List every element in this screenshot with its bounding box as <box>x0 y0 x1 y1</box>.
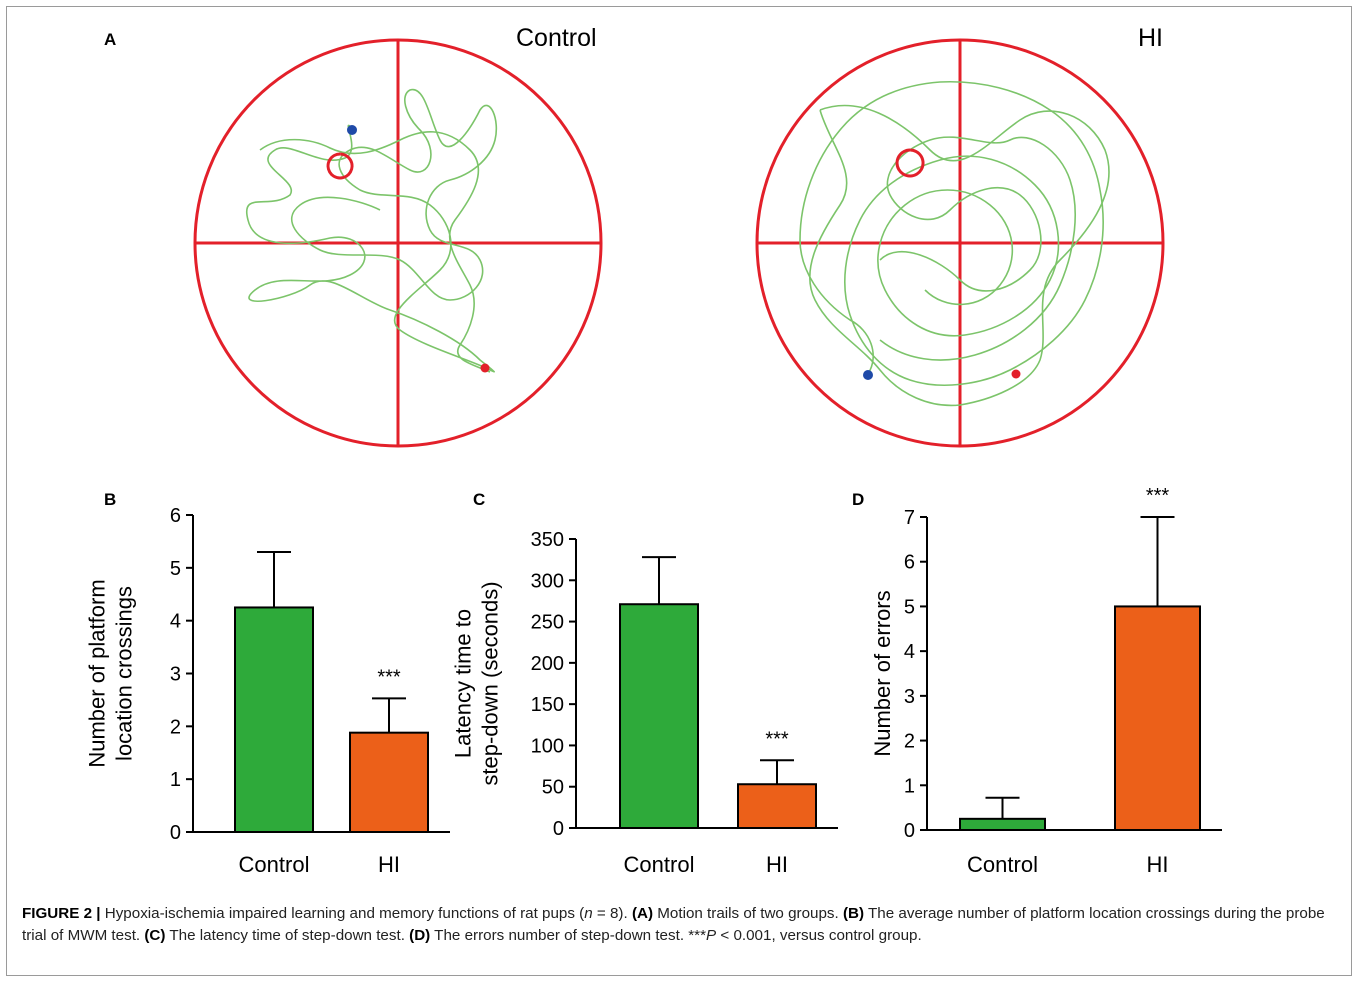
caption-n: n <box>584 905 593 922</box>
caption-b-text: The average number of platform location … <box>22 905 1325 944</box>
category-label: HI <box>1147 852 1169 877</box>
panel-letter-c: C <box>473 490 486 509</box>
caption-b-label: (B) <box>842 905 865 922</box>
y-tick-label: 300 <box>531 570 564 592</box>
chart-d: 0 1 2 3 4 5 6 7 Control HI *** Number of errors <box>870 485 1222 877</box>
control-start-dot <box>347 125 357 135</box>
category-label: Control <box>239 852 310 877</box>
caption-a-text: Motion trails of two groups. <box>653 905 843 922</box>
y-axis-label: step-down (seconds) <box>478 581 503 785</box>
y-tick-label: 6 <box>904 552 915 574</box>
caption-d-label: (D) <box>409 927 431 944</box>
y-tick-label: 0 <box>904 820 915 842</box>
panel-letter-b: B <box>104 490 117 509</box>
caption-p-text: < 0.001, versus control group. <box>716 927 922 944</box>
y-tick-label: 100 <box>531 735 564 757</box>
category-label: HI <box>378 852 400 877</box>
significance-label: *** <box>1146 485 1170 507</box>
y-tick-label: 1 <box>170 769 181 791</box>
category-label: Control <box>624 852 695 877</box>
hi-start-dot <box>863 370 873 380</box>
y-tick-label: 3 <box>170 664 181 686</box>
bar-hi <box>737 783 817 830</box>
panel-letter-a: A <box>104 30 117 49</box>
hi-trail-2 <box>809 104 1110 407</box>
caption-c-label: (C) <box>144 927 166 944</box>
hi-end-dot <box>1011 369 1021 379</box>
bar-hi <box>1114 605 1201 831</box>
category-label: Control <box>967 852 1038 877</box>
control-end-dot <box>480 363 490 373</box>
bar-hi <box>349 731 429 834</box>
caption-text-1: Hypoxia-ischemia impaired learning and m… <box>104 905 585 922</box>
y-tick-label: 200 <box>531 653 564 675</box>
caption-label: FIGURE 2 | <box>22 905 101 922</box>
y-tick-label: 6 <box>170 505 181 527</box>
panel-letter-d: D <box>852 490 865 509</box>
caption-p: P <box>706 927 717 944</box>
bar-control <box>619 603 699 829</box>
hi-trail <box>799 80 1104 386</box>
y-tick-label: 2 <box>904 731 915 753</box>
y-tick-label: 350 <box>531 529 564 551</box>
caption-c-text: The latency time of step-down test. <box>165 927 410 944</box>
y-axis-label: Number of platform <box>85 579 110 767</box>
control-pool <box>193 38 603 448</box>
y-tick-label: 2 <box>170 716 181 738</box>
y-tick-label: 4 <box>170 611 181 633</box>
control-trail <box>245 88 498 373</box>
y-tick-label: 250 <box>531 612 564 634</box>
control-title: Control <box>516 24 597 52</box>
y-tick-label: 0 <box>170 822 181 844</box>
control-platform <box>326 152 354 180</box>
significance-label: *** <box>377 666 401 688</box>
caption-text-2: = 8). <box>592 905 632 922</box>
motion-trails <box>193 38 1165 448</box>
hi-trail-3 <box>879 136 1076 361</box>
hi-title: HI <box>1138 24 1163 52</box>
y-tick-label: 50 <box>542 777 564 799</box>
caption-d-text: The errors number of step-down test. *** <box>430 927 706 944</box>
significance-label: *** <box>765 728 789 750</box>
caption-a-label: (A) <box>631 905 654 922</box>
chart-b: 0 1 2 3 4 5 6 Control HI *** Number of platform loc… <box>85 505 450 877</box>
figure-caption: FIGURE 2 | Hypoxia-ischemia impaired lea… <box>22 903 1334 947</box>
y-axis-label: Number of errors <box>870 590 895 756</box>
hi-pool <box>755 38 1165 448</box>
chart-c: 0 50 100 150 200 250 300 350 Control HI *** Latency… <box>451 529 838 877</box>
y-tick-label: 5 <box>170 558 181 580</box>
y-tick-label: 7 <box>904 507 915 529</box>
y-tick-label: 150 <box>531 694 564 716</box>
bar-control <box>959 817 1046 832</box>
y-axis-label: location crossings <box>112 586 137 761</box>
figure-frame <box>6 6 1352 976</box>
y-tick-label: 0 <box>553 818 564 840</box>
y-axis-label: Latency time to <box>451 609 476 758</box>
hi-platform <box>895 148 925 178</box>
y-tick-label: 3 <box>904 686 915 708</box>
control-trail-2 <box>259 131 491 373</box>
y-tick-label: 4 <box>904 641 915 663</box>
bar-control <box>234 606 314 834</box>
category-label: HI <box>766 852 788 877</box>
y-tick-label: 5 <box>904 596 915 618</box>
y-tick-label: 1 <box>904 775 915 797</box>
